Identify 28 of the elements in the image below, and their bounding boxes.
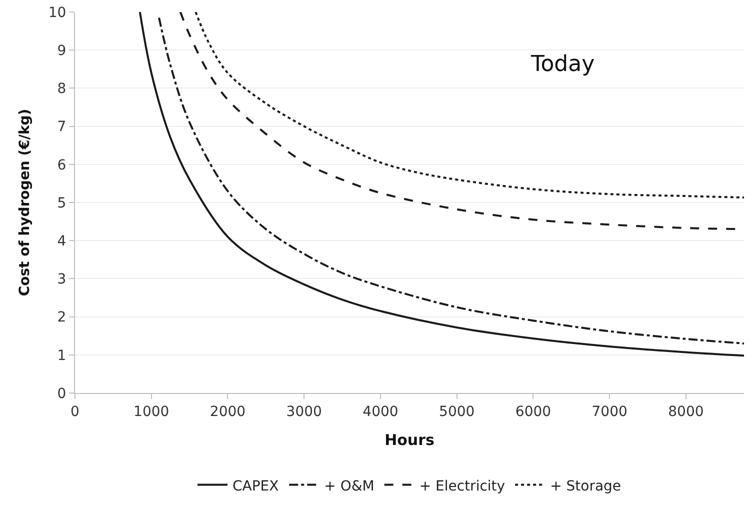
y-tick-label: 4	[57, 234, 66, 250]
x-tick-label: 1000	[134, 404, 170, 420]
y-tick-label: 1	[57, 348, 66, 364]
x-tick-label: 0	[70, 404, 80, 420]
legend-label: + Storage	[550, 478, 622, 494]
x-tick-label: 6000	[515, 404, 552, 420]
x-tick-label: 8000	[668, 404, 704, 420]
x-tick-label: 5000	[439, 404, 475, 420]
legend-label: + Electricity	[419, 478, 506, 494]
y-tick-label: 9	[57, 43, 66, 59]
y-tick-label: 6	[57, 157, 66, 174]
x-axis-title: Hours	[384, 430, 434, 449]
y-axis-title: Cost of hydrogen (€/kg)	[16, 108, 33, 296]
y-tick-label: 5	[57, 195, 66, 212]
x-tick-label: 7000	[592, 404, 628, 420]
legend-label: CAPEX	[232, 478, 280, 494]
y-tick-label: 3	[57, 272, 66, 288]
legend-label: + O&M	[324, 478, 374, 494]
line-series	[194, 12, 744, 199]
y-tick-label: 8	[57, 81, 66, 98]
x-tick-label: 2000	[210, 404, 246, 420]
y-tick-label: 7	[57, 119, 66, 136]
annotation: Today	[530, 52, 595, 77]
y-tick-label: 2	[57, 310, 66, 326]
y-tick-label: 10	[48, 4, 66, 21]
x-tick-label: 3000	[286, 404, 322, 420]
y-tick-label: 0	[57, 386, 66, 402]
x-tick-label: 4000	[362, 404, 398, 420]
